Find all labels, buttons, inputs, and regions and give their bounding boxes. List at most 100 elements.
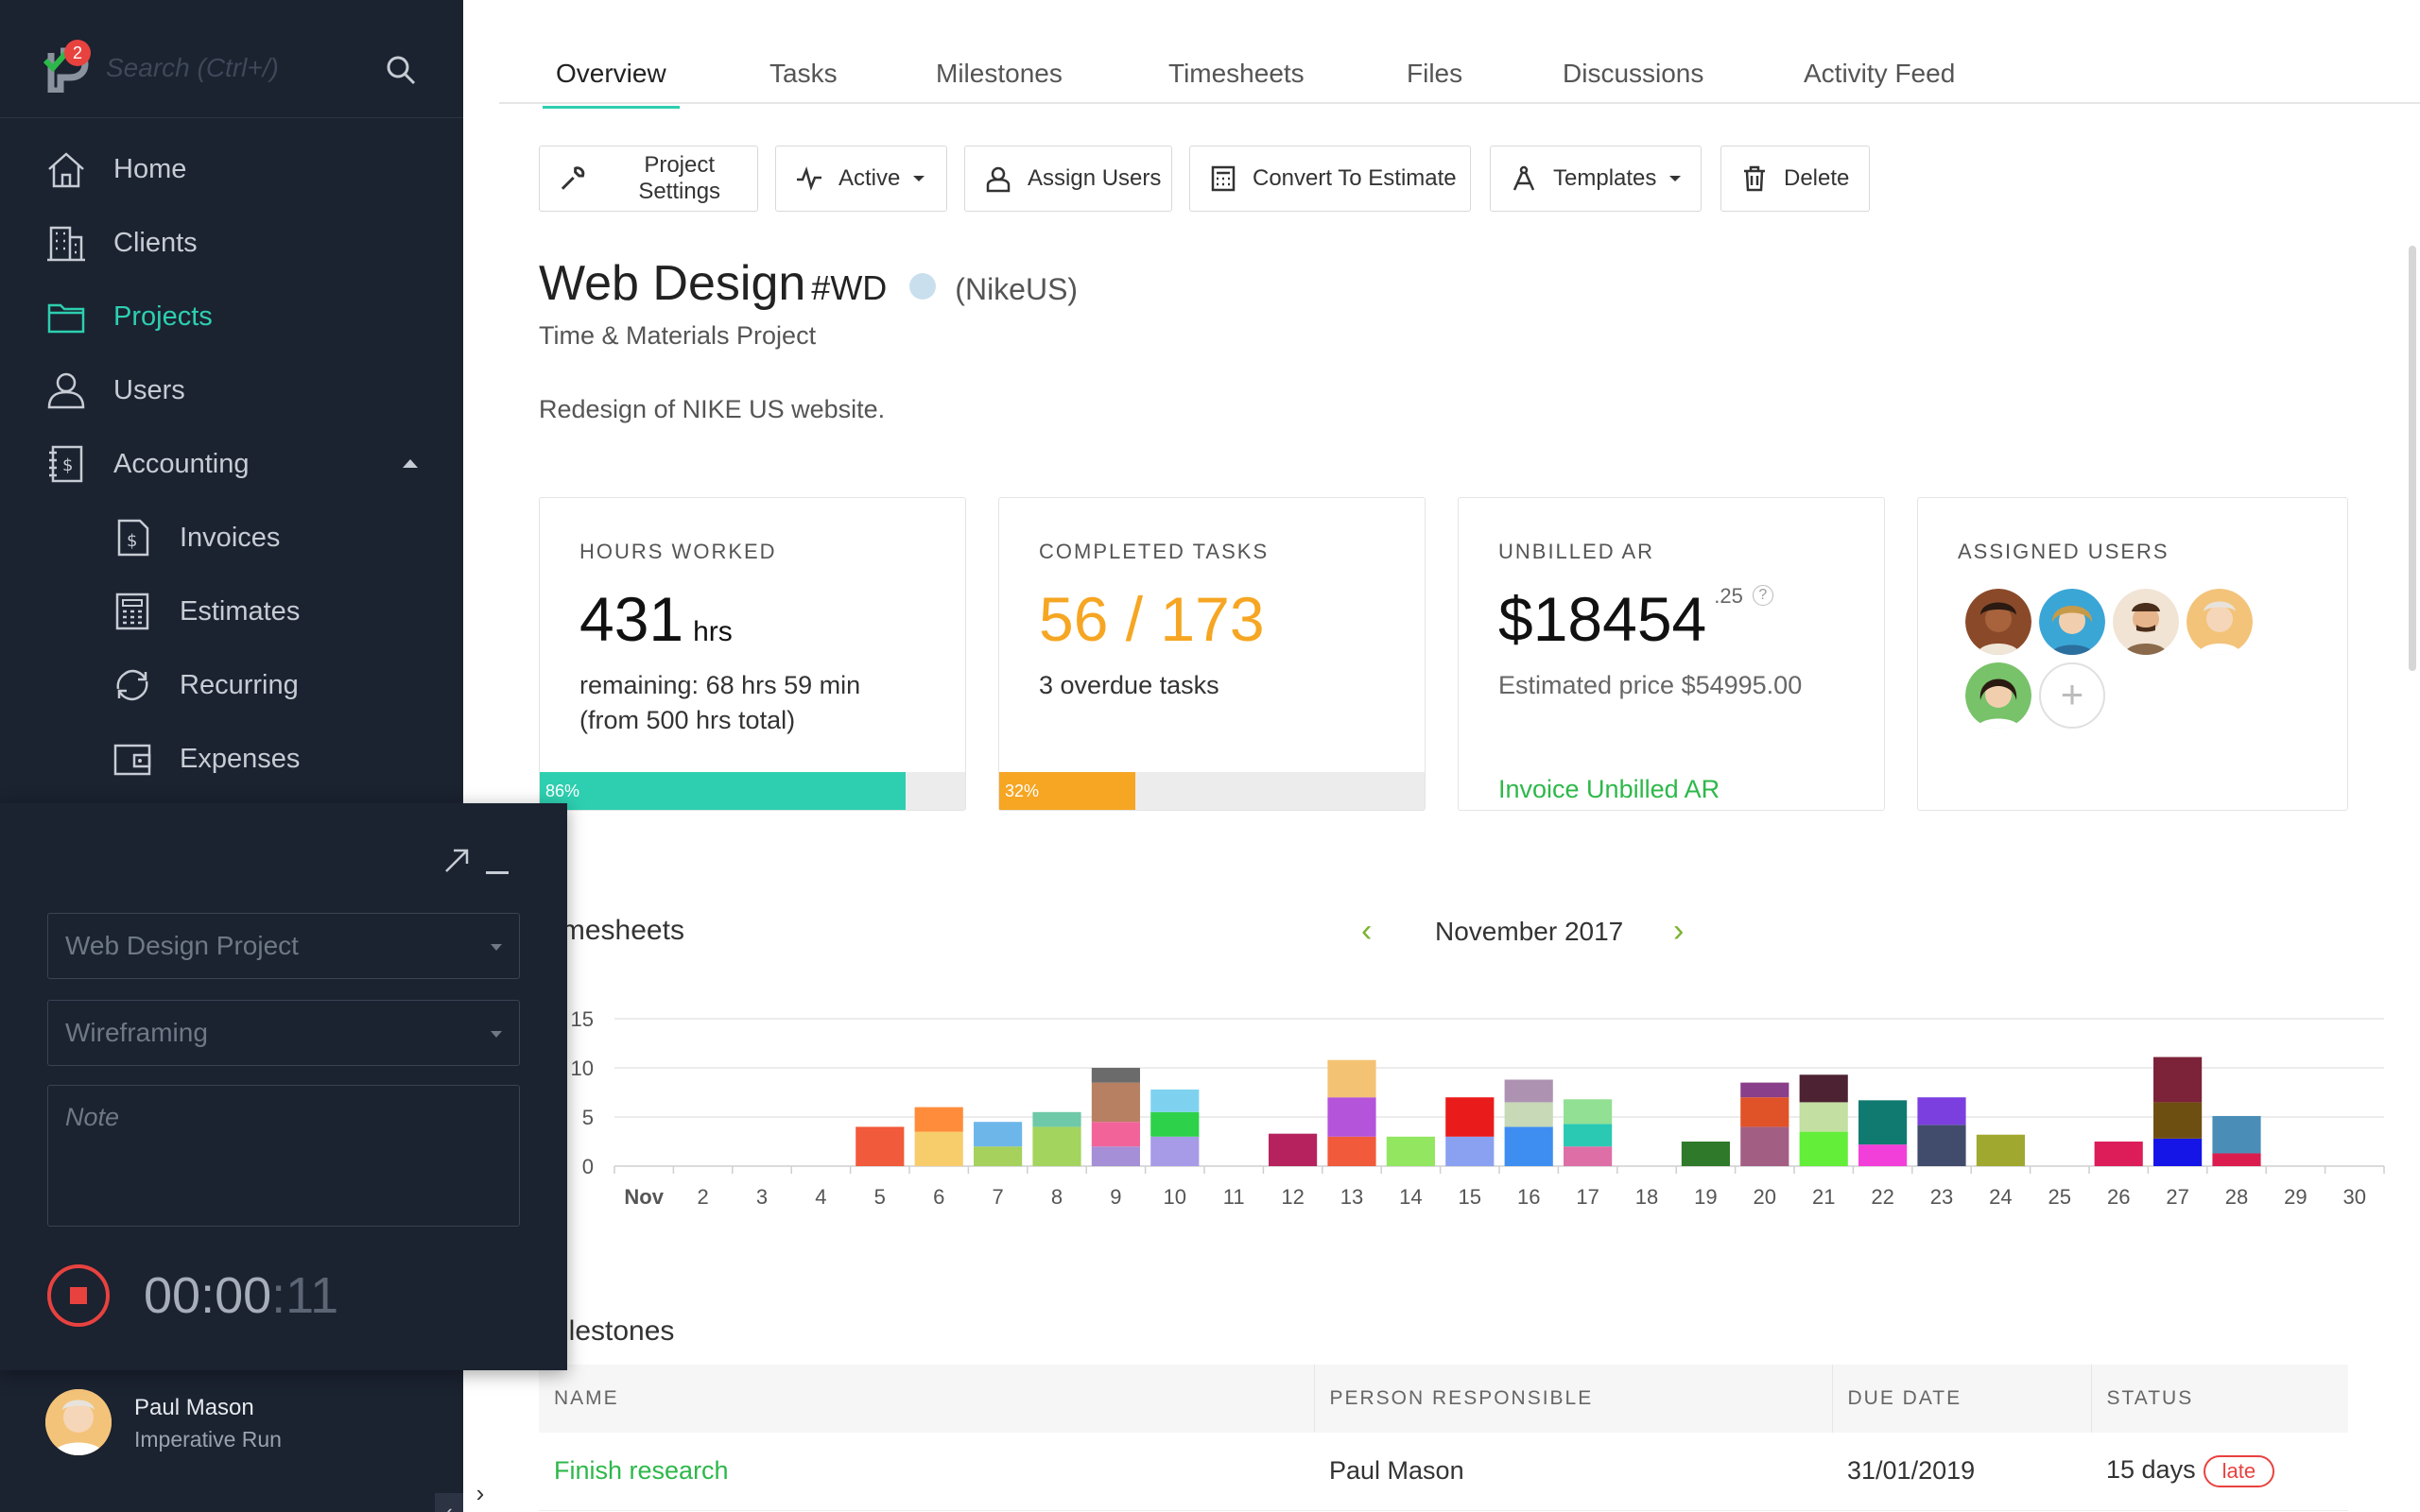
sidebar-item-users[interactable]: Users [0, 353, 463, 427]
tab-tasks[interactable]: Tasks [769, 59, 838, 88]
expand-icon[interactable] [442, 847, 471, 875]
column-header-person[interactable]: PERSON RESPONSIBLE [1314, 1365, 1833, 1433]
bar-segment [1091, 1068, 1140, 1083]
bar-segment [1091, 1082, 1140, 1123]
x-tick-label: 25 [2048, 1185, 2071, 1209]
refresh-icon [116, 669, 148, 701]
avatar[interactable] [2113, 589, 2179, 655]
convert-label: Convert To Estimate [1253, 165, 1457, 191]
avatar[interactable] [2187, 589, 2253, 655]
avatar[interactable] [2039, 589, 2105, 655]
x-tick-label: 4 [815, 1185, 826, 1209]
ledger-icon: $ [49, 445, 83, 483]
add-user-button[interactable]: + [2039, 662, 2105, 729]
x-tick-label: 19 [1694, 1185, 1717, 1209]
x-tick-label: 2 [697, 1185, 708, 1209]
search-icon[interactable] [384, 53, 418, 87]
card-label: UNBILLED AR [1498, 540, 1655, 563]
sidebar-item-home[interactable]: Home [0, 132, 463, 206]
templates-dropdown-button[interactable]: Templates [1490, 146, 1702, 212]
caret-up-icon[interactable] [403, 459, 418, 468]
invoice-icon: $ [117, 519, 149, 557]
sidebar-item-expenses[interactable]: Expenses [0, 722, 463, 796]
chevron-right-icon[interactable]: › [1673, 913, 1685, 949]
x-tick-label: 10 [1164, 1185, 1186, 1209]
tasks-value: 56 / 173 [1039, 584, 1265, 654]
project-select[interactable]: Web Design Project [47, 913, 520, 979]
tab-milestones[interactable]: Milestones [936, 59, 1063, 88]
sidebar-item-recurring[interactable]: Recurring [0, 648, 463, 722]
sidebar-item-clients[interactable]: Clients [0, 206, 463, 280]
tab-activity-feed[interactable]: Activity Feed [1804, 59, 1956, 88]
chevron-down-icon [491, 1031, 502, 1038]
invoice-unbilled-link[interactable]: Invoice Unbilled AR [1498, 775, 1720, 803]
tab-discussions[interactable]: Discussions [1563, 59, 1704, 88]
chevron-left-icon[interactable]: ‹ [1361, 913, 1373, 949]
sidebar-item-label: Invoices [180, 522, 281, 553]
main-content: Overview Tasks Milestones Timesheets Fil… [499, 0, 2420, 1512]
column-header-status[interactable]: STATUS [2091, 1365, 2348, 1433]
assign-users-button[interactable]: Assign Users [964, 146, 1172, 212]
milestone-person: Paul Mason [1314, 1433, 1832, 1511]
sidebar-header: 2 [0, 0, 463, 118]
bar-segment [1504, 1126, 1553, 1166]
timesheets-month: November 2017 [1435, 917, 1624, 946]
folder-icon [47, 303, 85, 334]
column-header-due-date[interactable]: DUE DATE [1832, 1365, 2092, 1433]
avatar[interactable] [1965, 662, 2031, 729]
hours-progress-bar: 86% [540, 772, 965, 810]
x-tick-label: 7 [992, 1185, 1003, 1209]
avatar[interactable] [1965, 589, 2031, 655]
sidebar-user[interactable]: Paul Mason Imperative Run ‹ [0, 1361, 463, 1512]
x-tick-label: 27 [2166, 1185, 2188, 1209]
sidebar-item-estimates[interactable]: Estimates [0, 575, 463, 648]
x-tick-label: 21 [1812, 1185, 1835, 1209]
table-row[interactable]: Finish research Paul Mason 31/01/2019 15… [539, 1433, 2348, 1511]
x-tick-label: 9 [1110, 1185, 1121, 1209]
stop-timer-button[interactable] [47, 1264, 110, 1327]
bar-segment [1799, 1102, 1848, 1132]
bar-segment [1917, 1125, 1966, 1166]
delete-button[interactable]: Delete [1720, 146, 1870, 212]
bar-segment [1740, 1097, 1789, 1127]
notification-badge[interactable]: 2 [64, 40, 91, 66]
sidebar-item-invoices[interactable]: $ Invoices [0, 501, 463, 575]
milestones-table: NAME PERSON RESPONSIBLE DUE DATE STATUS … [539, 1365, 2348, 1511]
avatar[interactable] [45, 1389, 112, 1455]
tab-overview[interactable]: Overview [543, 59, 680, 109]
tab-timesheets[interactable]: Timesheets [1168, 59, 1305, 88]
x-tick-label: 15 [1459, 1185, 1481, 1209]
timer-display: 00:00:11 [144, 1266, 338, 1325]
tab-files[interactable]: Files [1407, 59, 1463, 88]
milestone-name-link[interactable]: Finish research [554, 1456, 729, 1486]
help-icon[interactable]: ? [1752, 585, 1773, 606]
bar-segment [1858, 1144, 1908, 1166]
x-tick-label: 30 [2343, 1185, 2366, 1209]
sidebar-item-label: Home [113, 153, 187, 184]
column-header-name[interactable]: NAME [539, 1365, 1315, 1433]
bar-segment [1032, 1126, 1081, 1166]
bar-segment [1740, 1082, 1789, 1098]
project-settings-button[interactable]: Project Settings [539, 146, 758, 212]
task-select-value: Wireframing [65, 1018, 208, 1047]
minimize-icon[interactable] [486, 871, 509, 874]
x-tick-label: 20 [1754, 1185, 1776, 1209]
sidebar-item-projects[interactable]: Projects [0, 280, 463, 353]
bar-segment [1564, 1099, 1613, 1125]
expand-right-icon[interactable]: › [475, 1479, 485, 1507]
status-dropdown-button[interactable]: Active [775, 146, 947, 212]
search-input[interactable] [106, 49, 371, 87]
convert-to-estimate-button[interactable]: Convert To Estimate [1189, 146, 1471, 212]
page-scrollbar[interactable] [2409, 246, 2416, 671]
user-icon [47, 372, 85, 409]
bar-segment [1032, 1111, 1081, 1127]
sidebar-item-accounting[interactable]: $ Accounting [0, 427, 463, 501]
user-name: Paul Mason [134, 1395, 254, 1420]
bar-segment [856, 1126, 905, 1166]
collapse-left-icon[interactable]: ‹ [435, 1493, 463, 1512]
task-select[interactable]: Wireframing [47, 1000, 520, 1066]
sidebar-item-label: Estimates [180, 595, 301, 627]
x-tick-label: 17 [1576, 1185, 1599, 1209]
x-tick-label: 16 [1517, 1185, 1540, 1209]
note-field[interactable] [47, 1085, 520, 1227]
